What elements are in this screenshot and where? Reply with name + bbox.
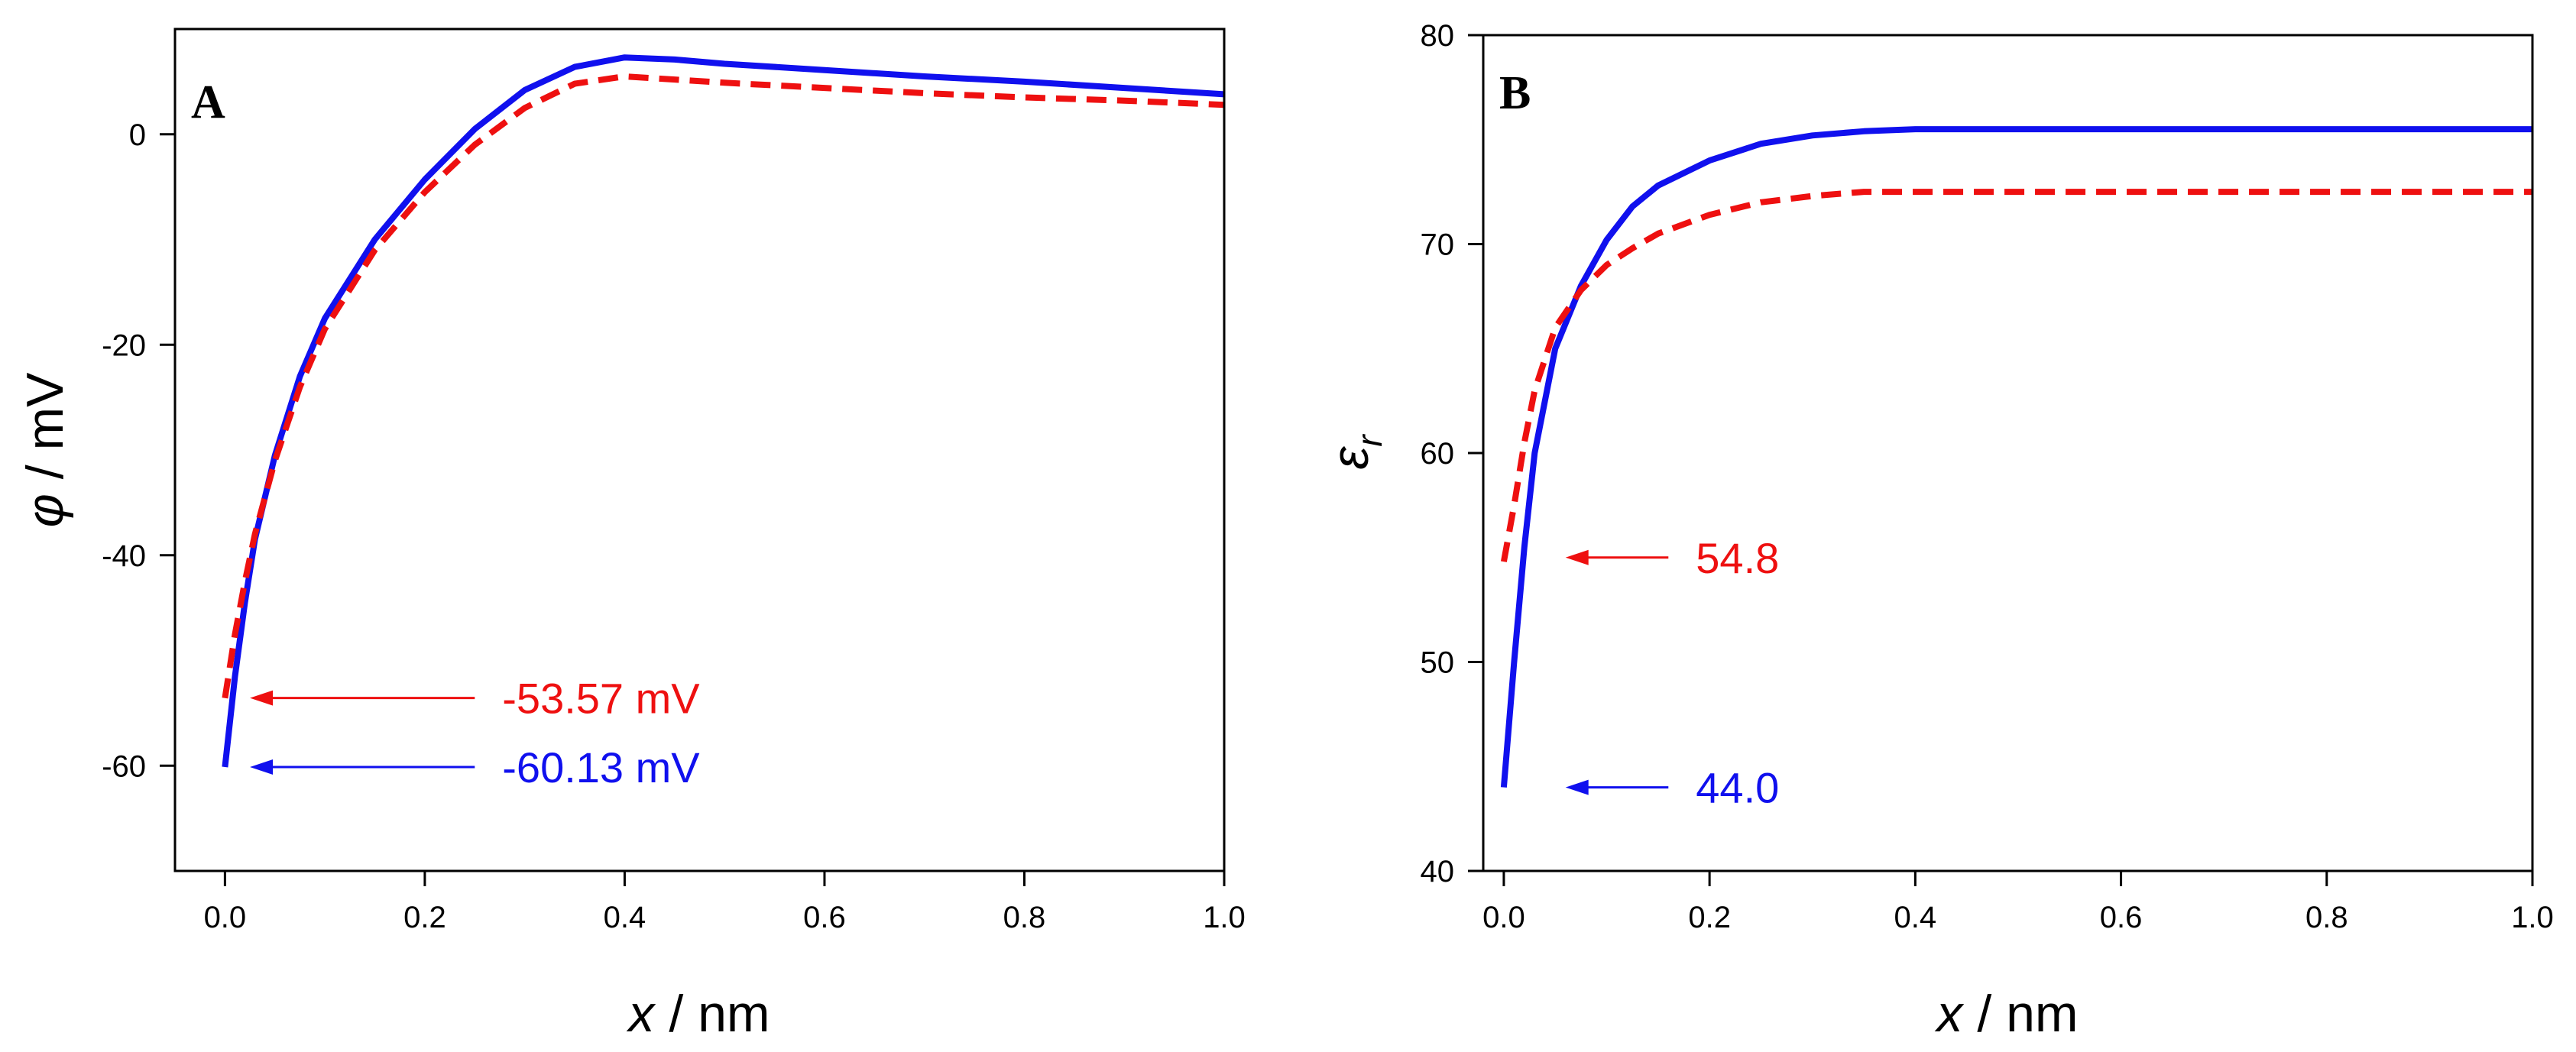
- annotation-label: -53.57 mV: [502, 675, 700, 723]
- panel-b-x-axis-label: x / nm: [1934, 985, 2078, 1043]
- panel-a-y-axis-label: φ / mV: [16, 372, 74, 528]
- panel-a-annotations: -53.57 mV -60.13 mV: [250, 675, 700, 791]
- series-line-dashed: [1500, 189, 2532, 562]
- panel-b-y-axis-label: εr: [1321, 434, 1389, 470]
- panel-b-plot-frame: [1482, 34, 2534, 872]
- series-line-solid: [1500, 126, 2532, 788]
- panel-b-x-axis-var: x: [1934, 985, 1964, 1043]
- panel-a-ticks: 0.0 0.2 0.4 0.6 0.8 1.0 -60 -40 -20 0: [102, 118, 1246, 934]
- x-tick-label: 1.0: [1203, 901, 1246, 934]
- x-tick-label: 0.6: [2100, 901, 2143, 934]
- panel-a-plot-frame: [173, 28, 1226, 872]
- x-tick-label: 0.6: [803, 901, 846, 934]
- x-tick-label: 0.0: [1482, 901, 1525, 934]
- panel-b-annotations: 54.8 44.0: [1565, 534, 1779, 812]
- panel-b-ticks: 0.0 0.2 0.4 0.6 0.8 1.0 40 50 60 70 80: [1421, 19, 2554, 934]
- y-tick-label: 50: [1421, 646, 1455, 680]
- y-tick-label: 40: [1421, 855, 1455, 889]
- x-tick-label: 0.2: [1688, 901, 1731, 934]
- annotation-label: -60.13 mV: [502, 743, 700, 791]
- x-tick-label: 0.2: [403, 901, 446, 934]
- x-tick-label: 0.4: [1894, 901, 1937, 934]
- x-tick-label: 0.8: [1003, 901, 1046, 934]
- annotation-arrowhead: [250, 690, 274, 706]
- panel-b-x-axis-unit: / nm: [1977, 985, 2078, 1043]
- y-tick-label: -60: [102, 749, 146, 783]
- panel-a-x-axis-label: x / nm: [626, 985, 770, 1043]
- annotation-arrowhead: [1565, 549, 1589, 565]
- panel-a-x-axis-var: x: [626, 985, 656, 1043]
- panel-a-x-axis-unit: / nm: [669, 985, 770, 1043]
- panel-b-letter: B: [1499, 67, 1531, 119]
- y-tick-label: 80: [1421, 19, 1455, 53]
- panel-b-y-axis-subscript: r: [1350, 434, 1389, 447]
- panel-b-y-axis-var: ε: [1321, 446, 1379, 470]
- annotation-arrowhead: [1565, 779, 1589, 795]
- y-tick-label: -40: [102, 539, 146, 573]
- panel-a: A 0.0 0.2 0.4 0.6 0.8 1.0 -60 -40 -20 0 -53.57 mV…: [16, 28, 1246, 1043]
- annotation-label: 54.8: [1696, 534, 1779, 582]
- series-line-solid: [222, 54, 1225, 768]
- x-tick-label: 0.0: [204, 901, 247, 934]
- y-tick-label: 60: [1421, 437, 1455, 471]
- panel-a-y-axis-var: φ: [16, 494, 74, 527]
- y-tick-label: 0: [129, 118, 146, 152]
- panel-a-y-axis-unit: / mV: [16, 372, 74, 479]
- panel-a-letter: A: [191, 76, 225, 128]
- annotation-label: 44.0: [1696, 764, 1779, 812]
- annotation-arrowhead: [250, 759, 274, 775]
- series-line-dashed: [222, 73, 1225, 699]
- x-tick-label: 0.4: [604, 901, 646, 934]
- panel-a-series: [222, 54, 1225, 768]
- x-tick-label: 1.0: [2511, 901, 2554, 934]
- panel-b-series: [1500, 126, 2532, 788]
- y-tick-label: -20: [102, 329, 146, 362]
- y-tick-label: 70: [1421, 228, 1455, 262]
- x-tick-label: 0.8: [2305, 901, 2348, 934]
